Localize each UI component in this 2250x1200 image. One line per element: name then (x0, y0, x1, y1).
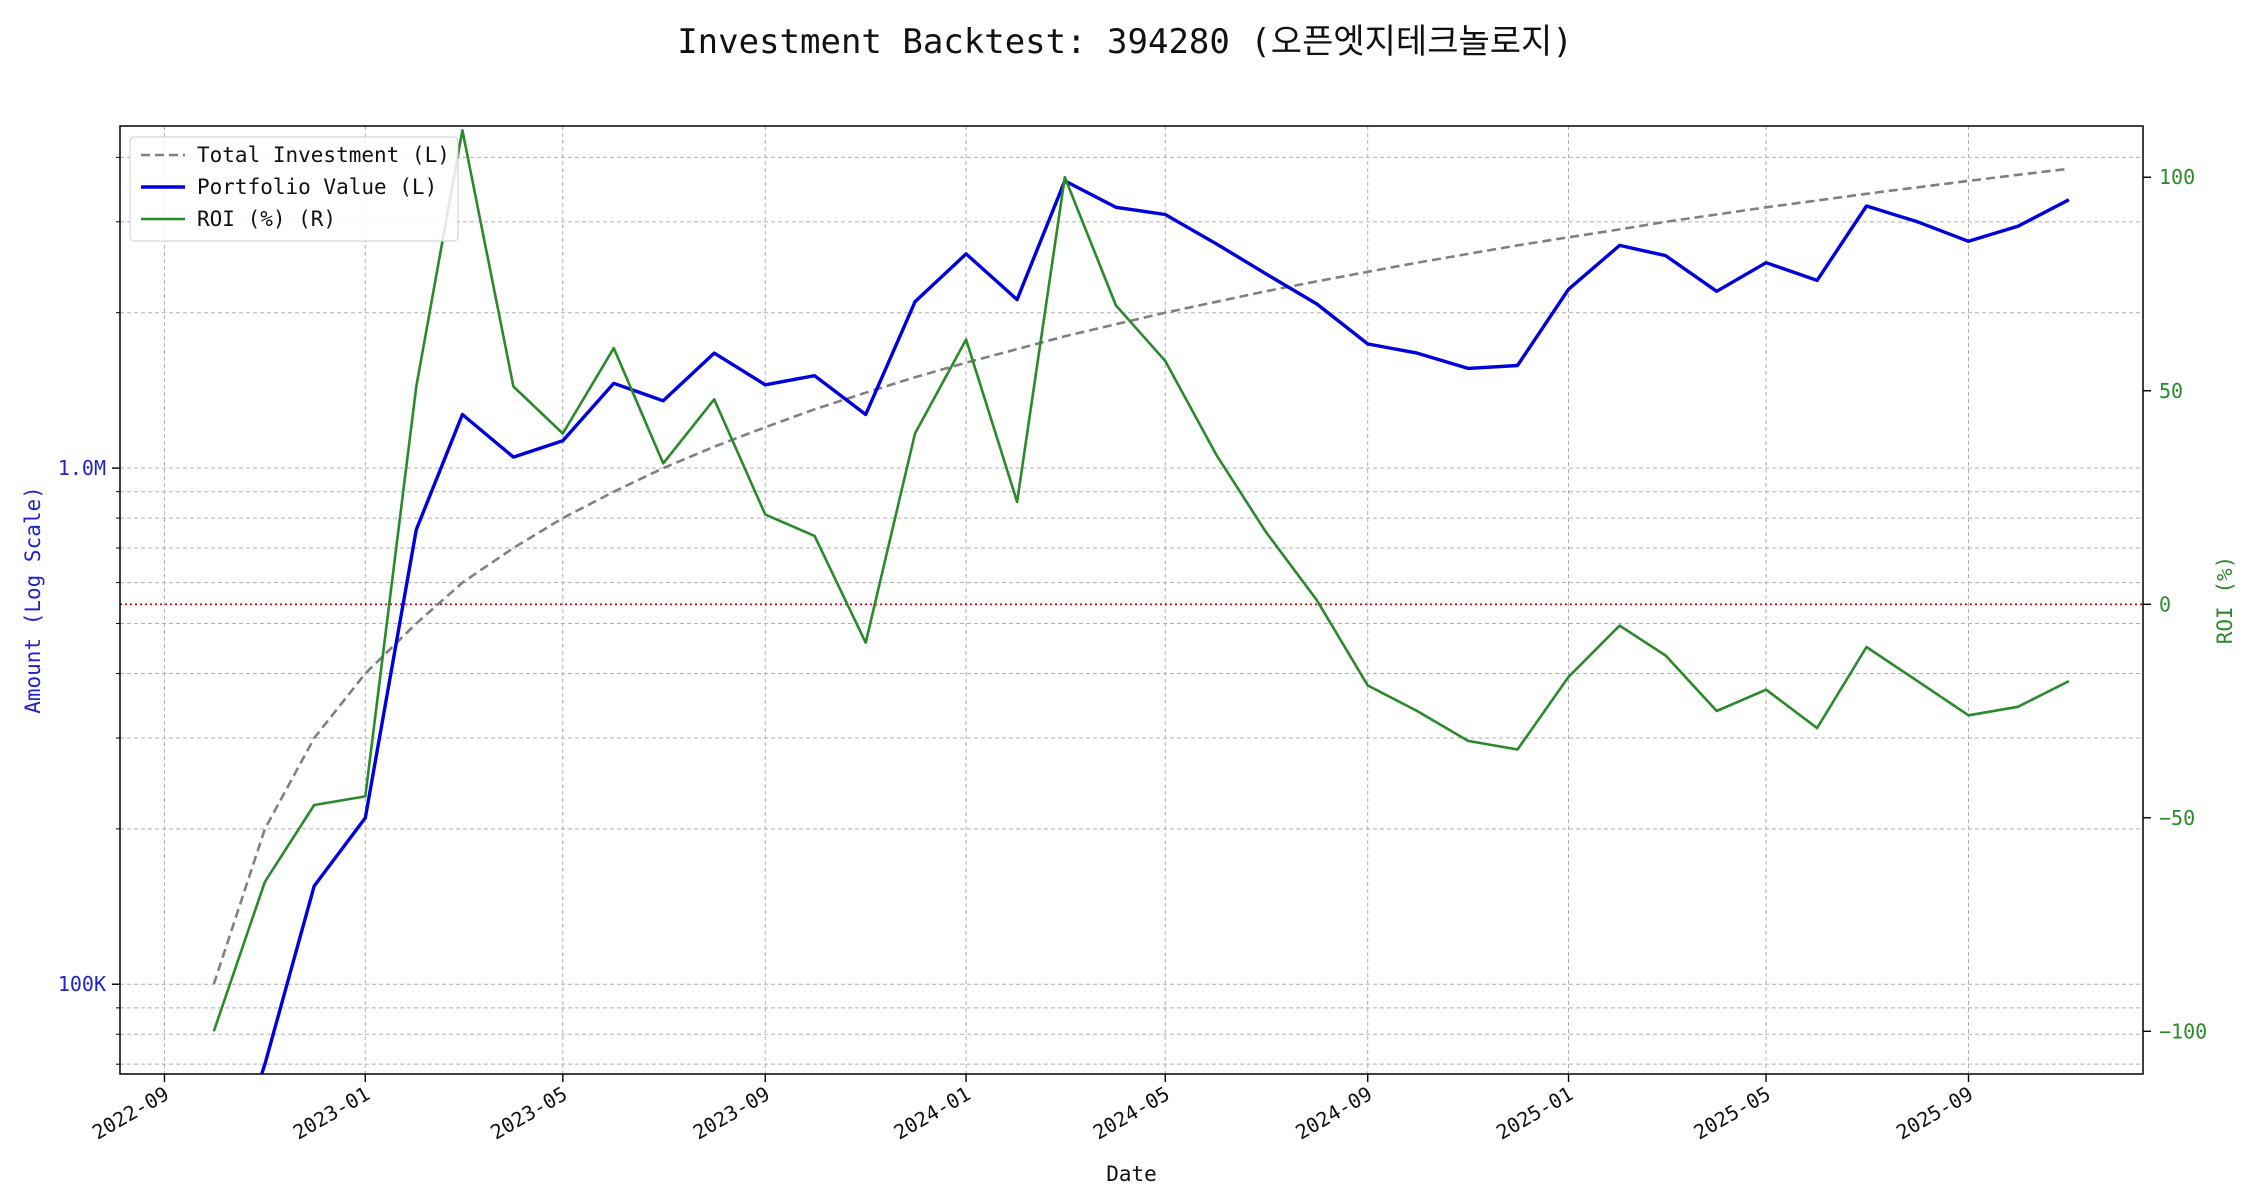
series-line-2 (212, 129, 2070, 1032)
legend-label: Portfolio Value (L) (197, 175, 437, 199)
series-line-0 (212, 167, 2070, 985)
series-line-1 (259, 179, 2070, 1074)
right-tick-label: −50 (2159, 806, 2195, 830)
left-y-axis-label: Amount (Log Scale) (21, 486, 45, 714)
x-tick-label: 2025-05 (1690, 1082, 1775, 1145)
x-tick-label: 2024-05 (1089, 1082, 1174, 1145)
x-tick-label: 2023-09 (689, 1082, 774, 1145)
legend-label: ROI (%) (R) (197, 207, 336, 231)
left-tick-label: 1.0M (58, 456, 106, 480)
right-tick-label: 100 (2159, 165, 2195, 189)
x-tick-label: 2024-09 (1291, 1082, 1376, 1145)
x-tick-label: 2024-01 (890, 1082, 975, 1145)
left-y-axis: 100K 1.0M (58, 156, 120, 1065)
series-layer (212, 129, 2070, 1074)
legend: Total Investment (L) Portfolio Value (L) R… (129, 136, 459, 242)
x-axis: 2022-09 2023-01 2023-05 2023-09 2024-01 2024-… (88, 1074, 1977, 1144)
x-tick-label: 2023-01 (289, 1082, 374, 1145)
plot-frame (119, 125, 2144, 1075)
right-tick-label: −100 (2159, 1019, 2207, 1043)
x-tick-label: 2022-09 (88, 1082, 173, 1145)
grid-lines (120, 126, 2143, 1074)
x-axis-label: Date (1106, 1162, 1157, 1186)
x-tick-label: 2023-05 (486, 1082, 571, 1145)
right-tick-label: 50 (2159, 379, 2183, 403)
right-y-axis: −100 −50 0 50 100 (2143, 165, 2207, 1043)
chart-title: Investment Backtest: 394280 (오픈엣지테크놀로지) (677, 22, 1573, 62)
right-tick-label: 0 (2159, 592, 2171, 616)
legend-box (129, 136, 459, 242)
x-tick-label: 2025-01 (1492, 1082, 1577, 1145)
right-y-axis-label: ROI (%) (2213, 556, 2237, 645)
x-tick-label: 2025-09 (1892, 1082, 1977, 1145)
left-tick-label: 100K (58, 972, 106, 996)
legend-label: Total Investment (L) (197, 143, 450, 167)
